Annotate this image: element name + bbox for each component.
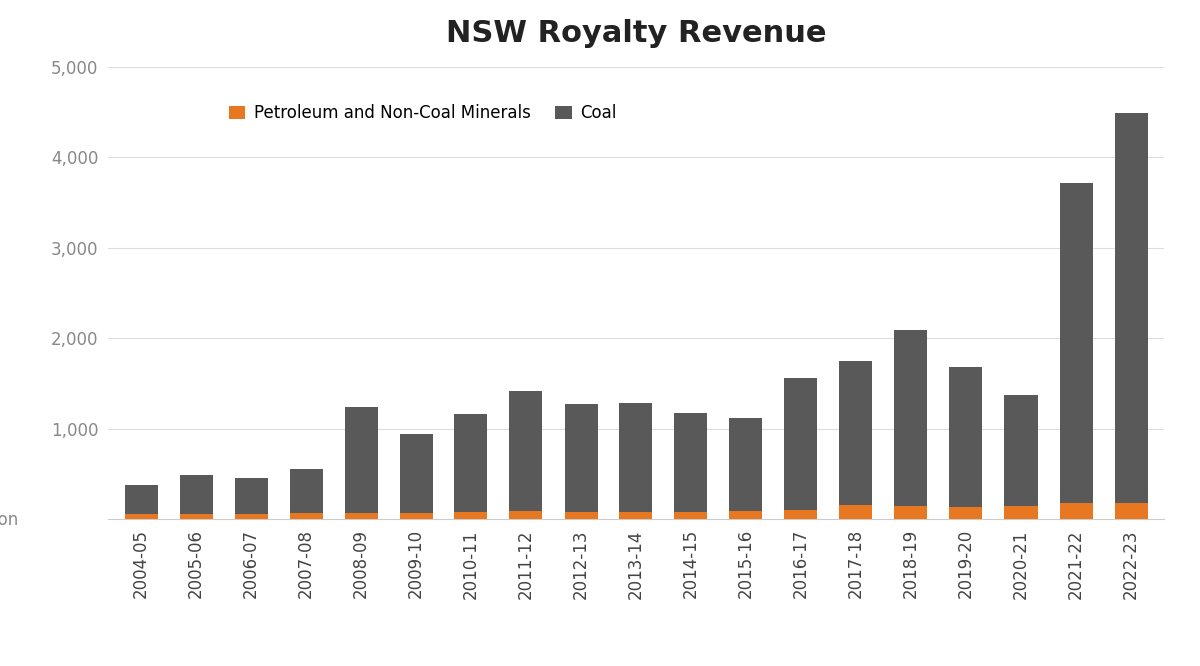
- Bar: [674, 512, 708, 519]
- Bar: [730, 418, 762, 511]
- Bar: [564, 511, 598, 519]
- Bar: [1115, 503, 1147, 519]
- Bar: [234, 478, 268, 513]
- Bar: [455, 414, 487, 512]
- Bar: [894, 506, 928, 519]
- Bar: [1004, 506, 1038, 519]
- Bar: [840, 362, 872, 505]
- Bar: [894, 330, 928, 506]
- Legend: Petroleum and Non-Coal Minerals, Coal: Petroleum and Non-Coal Minerals, Coal: [222, 98, 624, 129]
- Bar: [455, 512, 487, 519]
- Bar: [234, 513, 268, 519]
- Bar: [785, 378, 817, 510]
- Bar: [949, 507, 983, 519]
- Bar: [510, 391, 542, 511]
- Bar: [1060, 183, 1092, 503]
- Bar: [180, 513, 212, 519]
- Bar: [949, 368, 983, 507]
- Bar: [1115, 113, 1147, 503]
- Bar: [510, 511, 542, 519]
- Bar: [400, 434, 432, 513]
- Bar: [1004, 395, 1038, 506]
- Bar: [619, 511, 653, 519]
- Bar: [344, 407, 378, 513]
- Title: NSW Royalty Revenue: NSW Royalty Revenue: [445, 19, 827, 47]
- Bar: [125, 485, 157, 514]
- Bar: [125, 514, 157, 519]
- Bar: [289, 513, 323, 519]
- Bar: [785, 510, 817, 519]
- Bar: [564, 404, 598, 511]
- Bar: [674, 413, 708, 512]
- Bar: [344, 513, 378, 519]
- Bar: [1060, 503, 1092, 519]
- Bar: [180, 475, 212, 513]
- Bar: [619, 403, 653, 511]
- Text: $ million: $ million: [0, 510, 18, 529]
- Bar: [730, 511, 762, 519]
- Bar: [289, 469, 323, 513]
- Bar: [400, 513, 432, 519]
- Bar: [840, 505, 872, 519]
